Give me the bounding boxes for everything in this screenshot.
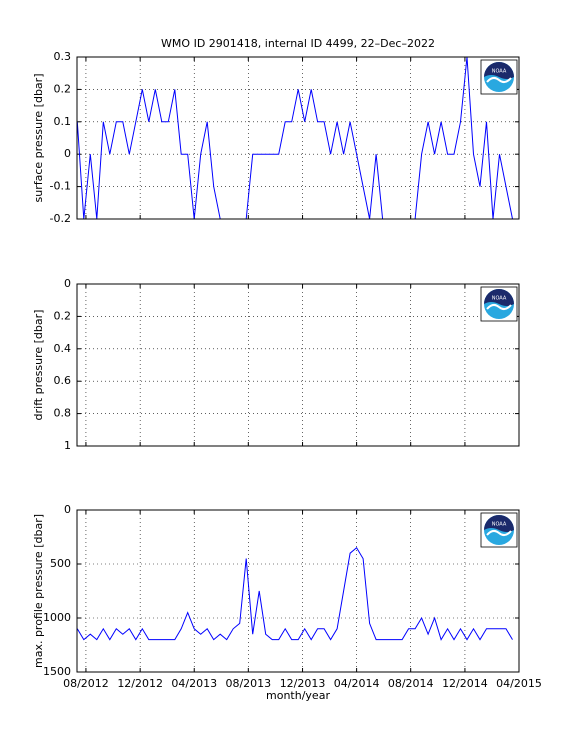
x-tick-label: 04/2015 — [496, 677, 542, 690]
axes-frame — [76, 56, 520, 220]
axes-frame — [76, 509, 520, 673]
x-axis-label: month/year — [266, 689, 330, 702]
x-tick-label: 04/2014 — [334, 677, 380, 690]
figure-title: WMO ID 2901418, internal ID 4499, 22–Dec… — [161, 37, 435, 50]
noaa-logo: NOAA — [480, 512, 518, 548]
logo-text: NOAA — [492, 522, 507, 528]
y-tick-label: 1500 — [43, 665, 71, 678]
x-tick-label: 12/2012 — [117, 677, 163, 690]
x-tick-label: 08/2013 — [225, 677, 271, 690]
y-tick-label: 1000 — [43, 611, 71, 624]
axes-background — [77, 284, 519, 446]
y-tick-label: 1 — [64, 439, 71, 452]
y-tick-label: 0.2 — [54, 309, 72, 322]
logo-wave — [486, 303, 512, 311]
axes-background — [77, 510, 519, 672]
logo-wave — [486, 76, 512, 84]
y-tick-label: -0.1 — [50, 180, 71, 193]
logo-wave — [486, 529, 512, 537]
y-tick-label: 0.3 — [54, 50, 72, 63]
data-line — [76, 547, 513, 641]
y-axis-label: max. profile pressure [dbar] — [32, 514, 45, 668]
noaa-logo: NOAA — [480, 59, 518, 95]
y-tick-label: 0.6 — [54, 374, 72, 387]
logo-text: NOAA — [492, 296, 507, 302]
y-tick-label: 0 — [64, 277, 71, 290]
logo-text: NOAA — [492, 69, 507, 75]
y-tick-label: 0 — [64, 147, 71, 160]
axes-background — [77, 57, 519, 219]
axes-frame — [76, 283, 520, 447]
y-tick-label: 0 — [64, 503, 71, 516]
x-tick-label: 08/2012 — [63, 677, 109, 690]
noaa-logo: NOAA — [480, 286, 518, 322]
x-tick-label: 12/2013 — [280, 677, 326, 690]
logo-top — [484, 62, 514, 79]
y-tick-label: 0.4 — [54, 342, 72, 355]
y-tick-label: 0.2 — [54, 82, 72, 95]
y-axis-label: surface pressure [dbar] — [32, 74, 45, 203]
data-line — [76, 56, 513, 220]
x-tick-label: 12/2014 — [442, 677, 488, 690]
x-tick-label: 08/2014 — [388, 677, 434, 690]
y-tick-label: 0.8 — [54, 407, 72, 420]
x-tick-label: 04/2013 — [171, 677, 217, 690]
y-tick-label: 0.1 — [54, 115, 72, 128]
y-tick-label: -0.2 — [50, 212, 71, 225]
logo-top — [484, 289, 514, 306]
logo-top — [484, 515, 514, 532]
y-tick-label: 500 — [50, 557, 71, 570]
y-axis-label: drift pressure [dbar] — [32, 310, 45, 421]
